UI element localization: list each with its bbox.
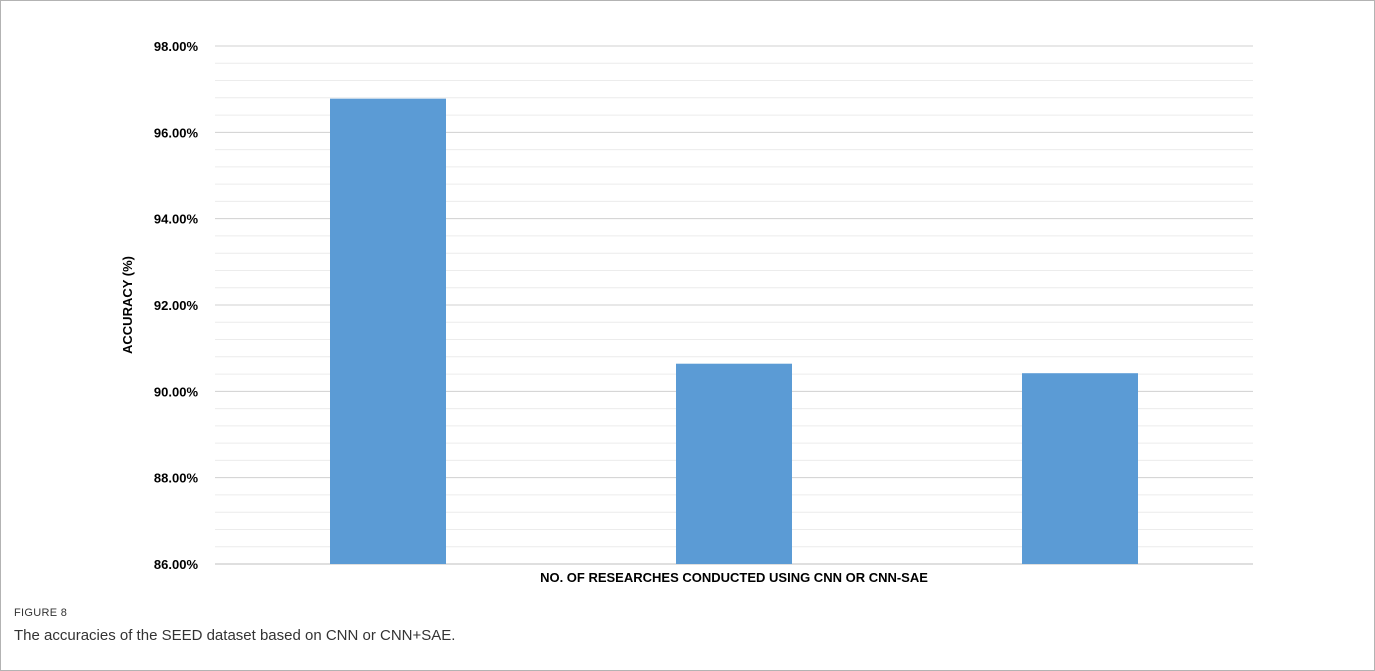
bar (676, 363, 792, 564)
y-tick-label: 94.00% (154, 212, 199, 227)
y-axis-ticks: 86.00% 88.00% 90.00% 92.00% 94.00% 96.00% 98.0… (154, 39, 199, 572)
bar (330, 98, 446, 564)
y-tick-label: 90.00% (154, 384, 199, 399)
bar (1022, 373, 1138, 564)
x-axis-title: NO. OF RESEARCHES CONDUCTED USING CNN OR… (540, 570, 928, 585)
figure-label: FIGURE 8 (14, 607, 68, 619)
bar-chart: 86.00% 88.00% 90.00% 92.00% 94.00% 96.00% 98.0… (120, 39, 1253, 585)
bars (330, 98, 1138, 564)
y-tick-label: 86.00% (154, 557, 199, 572)
figure-caption: The accuracies of the SEED dataset based… (14, 627, 456, 644)
y-tick-label: 96.00% (154, 125, 199, 140)
y-tick-label: 92.00% (154, 298, 199, 313)
y-tick-label: 98.00% (154, 39, 199, 54)
y-tick-label: 88.00% (154, 471, 199, 486)
y-axis-title: ACCURACY (%) (120, 256, 135, 354)
